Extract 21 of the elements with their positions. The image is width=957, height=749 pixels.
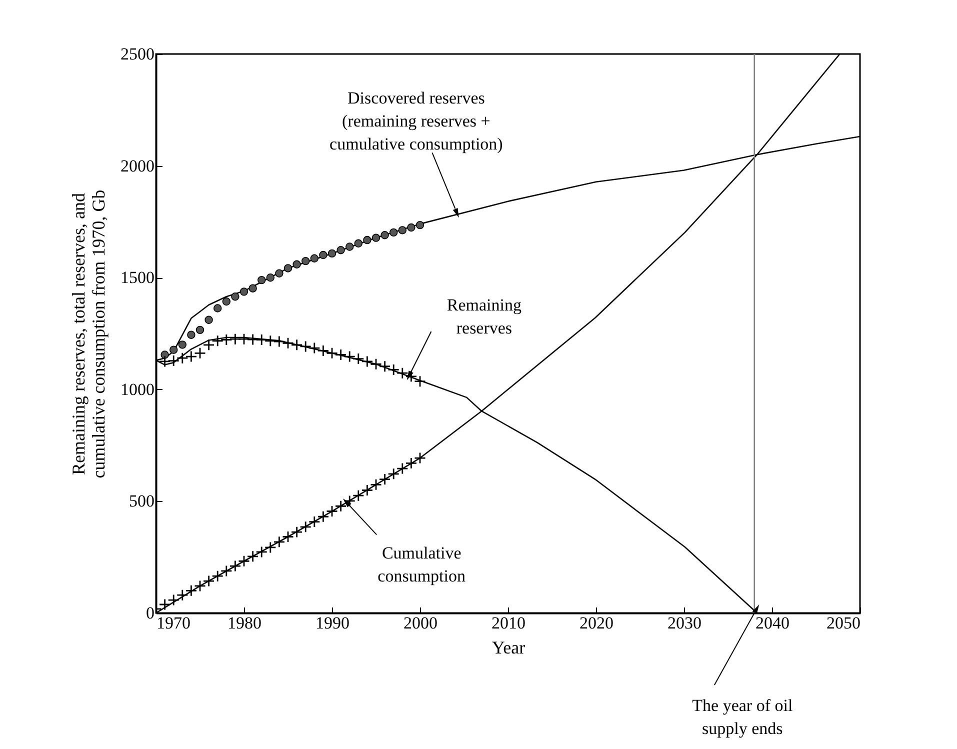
y-tick-label: 500 [129,492,154,511]
y-tick-label: 0 [146,604,154,622]
x-tick-label: 1990 [316,614,350,632]
x-tick-label: 2030 [668,614,702,632]
x-axis-title: Year [492,638,526,658]
annotation: Remaining reserves [446,296,522,338]
annotation: Discovered reserves (remaining reserves + cumulative consumption) [330,88,503,154]
x-tick-label: 2010 [492,614,526,632]
x-tick-label: 2000 [404,614,438,632]
x-tick-label: 2050 [826,614,860,632]
x-tick-label: 2040 [756,614,790,632]
annotation: The year of oil supply ends [692,696,793,738]
y-tick-label: 1500 [120,268,154,288]
y-tick-label: 2000 [120,156,154,176]
annotation: Cumulative consumption [378,544,466,586]
y-tick-label: 1000 [120,380,154,399]
y-tick-label: 2500 [120,44,154,64]
x-tick-label: 1980 [228,614,262,632]
x-tick-label: 1970 [156,614,190,632]
x-tick-label: 2020 [580,614,614,632]
y-axis-title: Remaining reserves, total reserves, and cumulative consumption from 1970, Gb [68,190,108,478]
